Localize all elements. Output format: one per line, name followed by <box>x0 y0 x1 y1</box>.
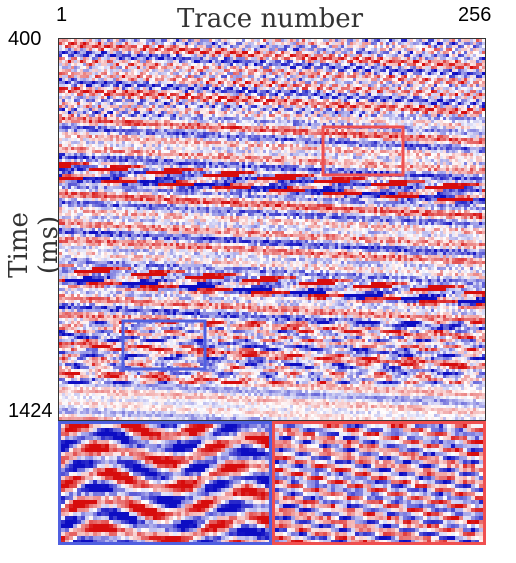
zoom-panel-red <box>272 421 486 545</box>
y-tick-end: 1424 <box>8 400 53 423</box>
y-tick-start: 400 <box>8 28 41 51</box>
x-tick-end: 256 <box>458 4 491 27</box>
zoom-box-red <box>321 125 405 177</box>
seismic-section <box>58 38 486 421</box>
y-axis-title: Time (ms) <box>4 185 64 305</box>
x-axis-title: Trace number <box>0 4 516 34</box>
x-tick-start: 1 <box>56 4 67 27</box>
zoom-panel-red-image <box>275 424 483 542</box>
zoom-panel-blue-image <box>61 424 269 542</box>
zoom-box-blue <box>121 319 207 371</box>
seismic-section-image <box>59 39 485 420</box>
zoom-panel-blue <box>58 421 272 545</box>
